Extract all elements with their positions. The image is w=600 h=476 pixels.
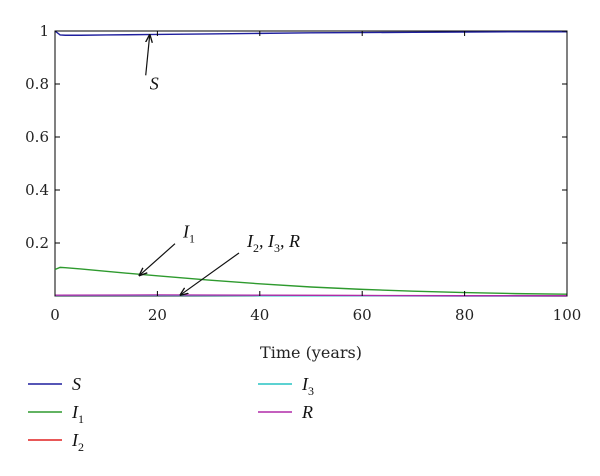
series-line-r [54, 294, 567, 297]
legend-label-subscript: 1 [78, 412, 84, 426]
legend-label-base: R [301, 402, 313, 422]
subscript: 1 [189, 232, 195, 246]
legend-label-subscript: 3 [308, 384, 314, 398]
legend-label-r: R [301, 402, 313, 422]
annotation-i2-i3-r: I2, I3, R [246, 231, 300, 255]
x-tick-label: 20 [148, 306, 167, 324]
x-tick-label: 40 [250, 306, 269, 324]
annotation-i1: I1 [182, 222, 195, 246]
y-tick-label: 1 [39, 22, 49, 40]
legend-label-i2: I2 [71, 430, 84, 454]
label-part: , I [259, 231, 275, 251]
x-tick-label: 100 [553, 306, 582, 324]
y-tick-label: 0.8 [25, 75, 49, 93]
annotation-arrow-i1 [139, 243, 176, 276]
series-line-s [54, 30, 567, 36]
annotation-arrow-i2-i3-r [180, 252, 240, 295]
label-part: I [246, 231, 254, 251]
annotation-arrow-s [146, 35, 150, 76]
annotation-s: S [150, 73, 159, 93]
subscript: 2 [253, 241, 259, 255]
subscript: 3 [274, 241, 280, 255]
label-part: S [150, 73, 159, 93]
y-tick-label: 0.6 [25, 128, 49, 146]
x-tick-label: 80 [455, 306, 474, 324]
y-tick-label: 0.4 [25, 181, 49, 199]
legend-label-base: I [71, 402, 79, 422]
legend-label-s: S [72, 374, 81, 394]
x-axis-label: Time (years) [260, 343, 362, 362]
x-tick-label: 0 [50, 306, 60, 324]
series-line-i1 [54, 266, 568, 295]
legend-label-i3: I3 [301, 374, 314, 398]
label-part: I [182, 222, 190, 242]
legend-label-base: I [301, 374, 309, 394]
legend-label-base: I [71, 430, 79, 450]
y-tick-label: 0.2 [25, 234, 49, 252]
x-tick-label: 60 [353, 306, 372, 324]
plot-frame [54, 30, 568, 297]
legend-label-subscript: 2 [78, 440, 84, 454]
label-part: , R [280, 231, 300, 251]
legend-label-i1: I1 [71, 402, 84, 426]
legend-label-base: S [72, 374, 81, 394]
